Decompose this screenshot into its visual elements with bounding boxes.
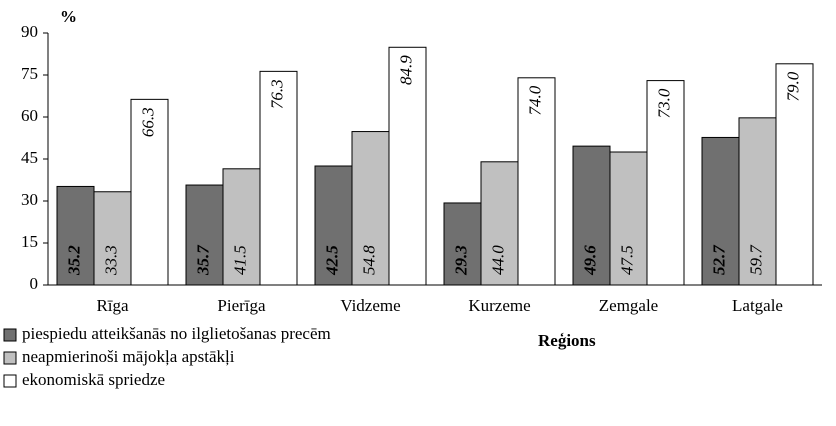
value-label: 33.3	[101, 245, 120, 276]
value-label: 74.0	[525, 85, 544, 115]
value-label: 35.7	[193, 244, 212, 276]
bar	[572, 145, 611, 286]
value-label: 79.0	[783, 71, 802, 101]
value-label: 42.5	[322, 245, 341, 276]
legend-label: neapmierinoši mājokļa apstākļi	[22, 347, 235, 366]
legend-swatch	[3, 328, 17, 342]
y-axis-label: %	[60, 7, 77, 26]
y-tick-label: 30	[21, 190, 38, 209]
value-label: 59.7	[746, 244, 765, 275]
value-label: 41.5	[230, 245, 249, 275]
value-label: 49.6	[580, 245, 599, 276]
value-label: 76.3	[267, 79, 286, 109]
legend-label: piespiedu atteikšanās no ilglietošanas p…	[22, 324, 331, 343]
x-tick-label: Rīga	[96, 296, 129, 315]
value-label: 66.3	[138, 107, 157, 137]
bar	[93, 191, 132, 286]
legend-label: ekonomiskā spriedze	[22, 370, 165, 389]
bar	[646, 80, 685, 286]
bar	[130, 98, 169, 286]
y-tick-label: 60	[21, 106, 38, 125]
value-label: 44.0	[488, 245, 507, 275]
value-label: 54.8	[359, 245, 378, 275]
bar	[443, 202, 482, 286]
bar	[222, 168, 261, 286]
bar	[388, 46, 427, 286]
legend-swatch	[3, 351, 17, 365]
legend-swatch	[3, 374, 17, 388]
bar	[517, 77, 556, 286]
bar	[185, 184, 224, 286]
x-tick-label: Latgale	[732, 296, 783, 315]
value-label: 47.5	[617, 245, 636, 275]
bar	[701, 136, 740, 286]
bar	[351, 131, 390, 286]
x-tick-label: Pierīga	[217, 296, 266, 315]
bar	[480, 161, 519, 286]
x-tick-label: Vidzeme	[340, 296, 400, 315]
value-label: 73.0	[654, 88, 673, 118]
y-tick-label: 0	[30, 274, 39, 293]
bar	[259, 70, 298, 286]
bar	[314, 165, 353, 286]
x-tick-label: Kurzeme	[468, 296, 530, 315]
value-label: 52.7	[709, 244, 728, 275]
value-label: 29.3	[451, 245, 470, 276]
y-tick-label: 45	[21, 148, 38, 167]
y-tick-label: 90	[21, 22, 38, 41]
bar	[738, 117, 777, 286]
x-axis-label: Reģions	[538, 331, 596, 350]
y-tick-label: 75	[21, 64, 38, 83]
bar	[775, 63, 814, 286]
x-tick-label: Zemgale	[599, 296, 658, 315]
bar	[609, 151, 648, 286]
value-label: 35.2	[64, 245, 83, 276]
value-label: 84.9	[396, 55, 415, 85]
y-tick-label: 15	[21, 232, 38, 251]
